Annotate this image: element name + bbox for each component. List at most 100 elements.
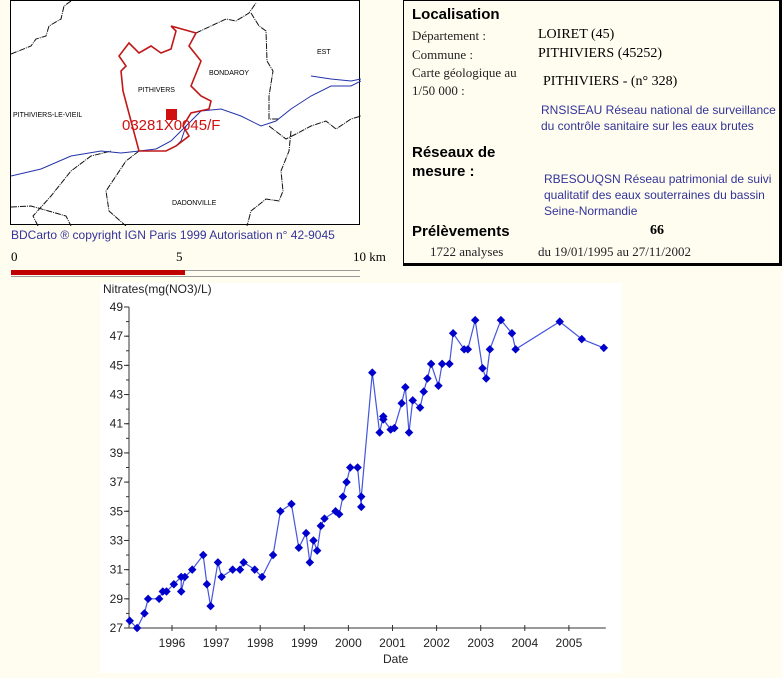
data-point — [368, 368, 377, 377]
period: du 19/01/1995 au 27/11/2002 — [538, 244, 691, 259]
y-tick-label: 33 — [110, 533, 124, 547]
carte-value: PITHIVIERS - (n° 328) — [543, 74, 678, 89]
data-point — [305, 558, 315, 567]
x-tick-label: 2003 — [467, 636, 494, 650]
data-point — [213, 558, 223, 567]
map-drawing — [11, 1, 361, 226]
data-point — [309, 536, 318, 545]
data-point — [470, 315, 480, 325]
scale-mid: 5 — [176, 249, 183, 264]
x-axis-label: Date — [383, 652, 409, 666]
prelevements-count: 66 — [650, 223, 664, 238]
data-point — [334, 509, 344, 519]
x-tick-label: 1997 — [203, 636, 230, 650]
data-point — [235, 565, 245, 574]
data-point — [176, 587, 186, 596]
data-point — [511, 345, 520, 354]
data-point — [294, 543, 304, 552]
x-tick-label: 2000 — [335, 636, 362, 650]
map-copyright: BDCarto ® copyright IGN Paris 1999 Autor… — [11, 228, 335, 242]
y-tick-label: 37 — [110, 475, 124, 489]
data-point — [345, 463, 355, 472]
reseaux-title-2: mesure : — [412, 163, 475, 180]
map-label-bondaroy: BONDAROY — [209, 70, 250, 77]
data-point — [162, 587, 171, 596]
data-point — [485, 345, 495, 354]
data-point — [445, 359, 454, 369]
data-point — [397, 399, 406, 408]
y-tick-label: 35 — [110, 504, 124, 518]
data-point — [228, 565, 237, 574]
prelevements-title: Prélèvements — [412, 223, 510, 240]
data-point — [257, 572, 267, 582]
data-point — [401, 383, 410, 392]
reseau-rnsiseau-link[interactable]: RNSISEAU Réseau national de surveillance… — [541, 103, 776, 133]
departement-value: LOIRET (45) — [538, 27, 615, 42]
data-point — [434, 381, 443, 391]
carte-label-2: 1/50 000 : — [412, 83, 465, 98]
localisation-title: Localisation — [412, 6, 500, 23]
data-point — [404, 428, 414, 437]
data-point — [301, 528, 311, 538]
data-point — [415, 403, 425, 412]
data-point — [448, 329, 458, 338]
y-tick-label: 45 — [110, 358, 124, 372]
x-tick-label: 1999 — [291, 636, 318, 650]
data-point — [320, 514, 329, 523]
data-point — [276, 507, 285, 516]
map-label-est: EST — [317, 49, 331, 56]
x-tick-label: 2005 — [556, 636, 583, 650]
data-point — [375, 428, 384, 437]
y-tick-label: 47 — [110, 329, 124, 343]
scale-end: 10 km — [353, 249, 386, 264]
data-point — [357, 502, 366, 512]
location-map: BONDAROY PITHIVERS PITHIVIERS-LE-VIEIL D… — [10, 0, 361, 226]
x-tick-label: 2004 — [511, 636, 538, 650]
map-label-pithiviers: PITHIVERS — [138, 87, 175, 94]
commune-label: Commune : — [412, 47, 474, 62]
data-point — [496, 315, 506, 325]
data-point — [379, 415, 388, 424]
data-point — [357, 492, 366, 501]
analyses-count: 1722 analyses — [430, 244, 504, 259]
series-line — [129, 318, 605, 630]
reseaux-title-1: Réseaux de — [412, 144, 496, 161]
data-point — [154, 594, 164, 604]
data-point — [437, 359, 447, 369]
data-point — [239, 558, 248, 567]
reseau-rbesouqsn-link[interactable]: RBESOUQSN Réseau patrimonial de suivi qu… — [544, 172, 772, 218]
data-point — [599, 343, 609, 353]
map-label-dadonville: DADONVILLE — [172, 200, 217, 207]
y-tick-label: 29 — [110, 592, 124, 606]
data-point — [198, 550, 208, 560]
station-code: 03281X0045/F — [122, 117, 221, 134]
data-point — [342, 477, 351, 487]
data-point — [143, 594, 153, 604]
scale-bar-red — [11, 270, 185, 275]
data-point — [312, 546, 322, 555]
data-point — [338, 492, 348, 501]
data-point — [140, 609, 149, 618]
x-tick-label: 1996 — [159, 636, 186, 650]
station-marker[interactable] — [166, 109, 177, 120]
data-point — [463, 345, 473, 354]
data-point — [206, 601, 215, 611]
x-tick-label: 2002 — [423, 636, 450, 650]
data-point — [426, 359, 436, 369]
scale-bar-line — [185, 270, 360, 271]
data-point — [555, 317, 564, 326]
data-point — [125, 616, 134, 625]
carte-label-1: Carte géologique au — [412, 65, 517, 80]
data-point — [353, 463, 362, 472]
scale-bar-baseline — [11, 276, 360, 277]
data-point — [408, 396, 417, 405]
info-panel: Localisation Département : LOIRET (45) C… — [403, 0, 782, 266]
map-label-pithiviers-le-vieil: PITHIVIERS-LE-VIEIL — [13, 112, 83, 119]
nitrates-chart: Nitrates(mg(NO3)/L) Date 27 29 31 33 35 37 39 4… — [100, 282, 622, 673]
y-tick-label: 31 — [110, 563, 124, 577]
x-tick-label: 2001 — [379, 636, 406, 650]
data-point — [478, 364, 487, 373]
data-point — [268, 550, 278, 560]
data-point — [481, 374, 491, 383]
y-tick-label: 49 — [110, 300, 124, 314]
